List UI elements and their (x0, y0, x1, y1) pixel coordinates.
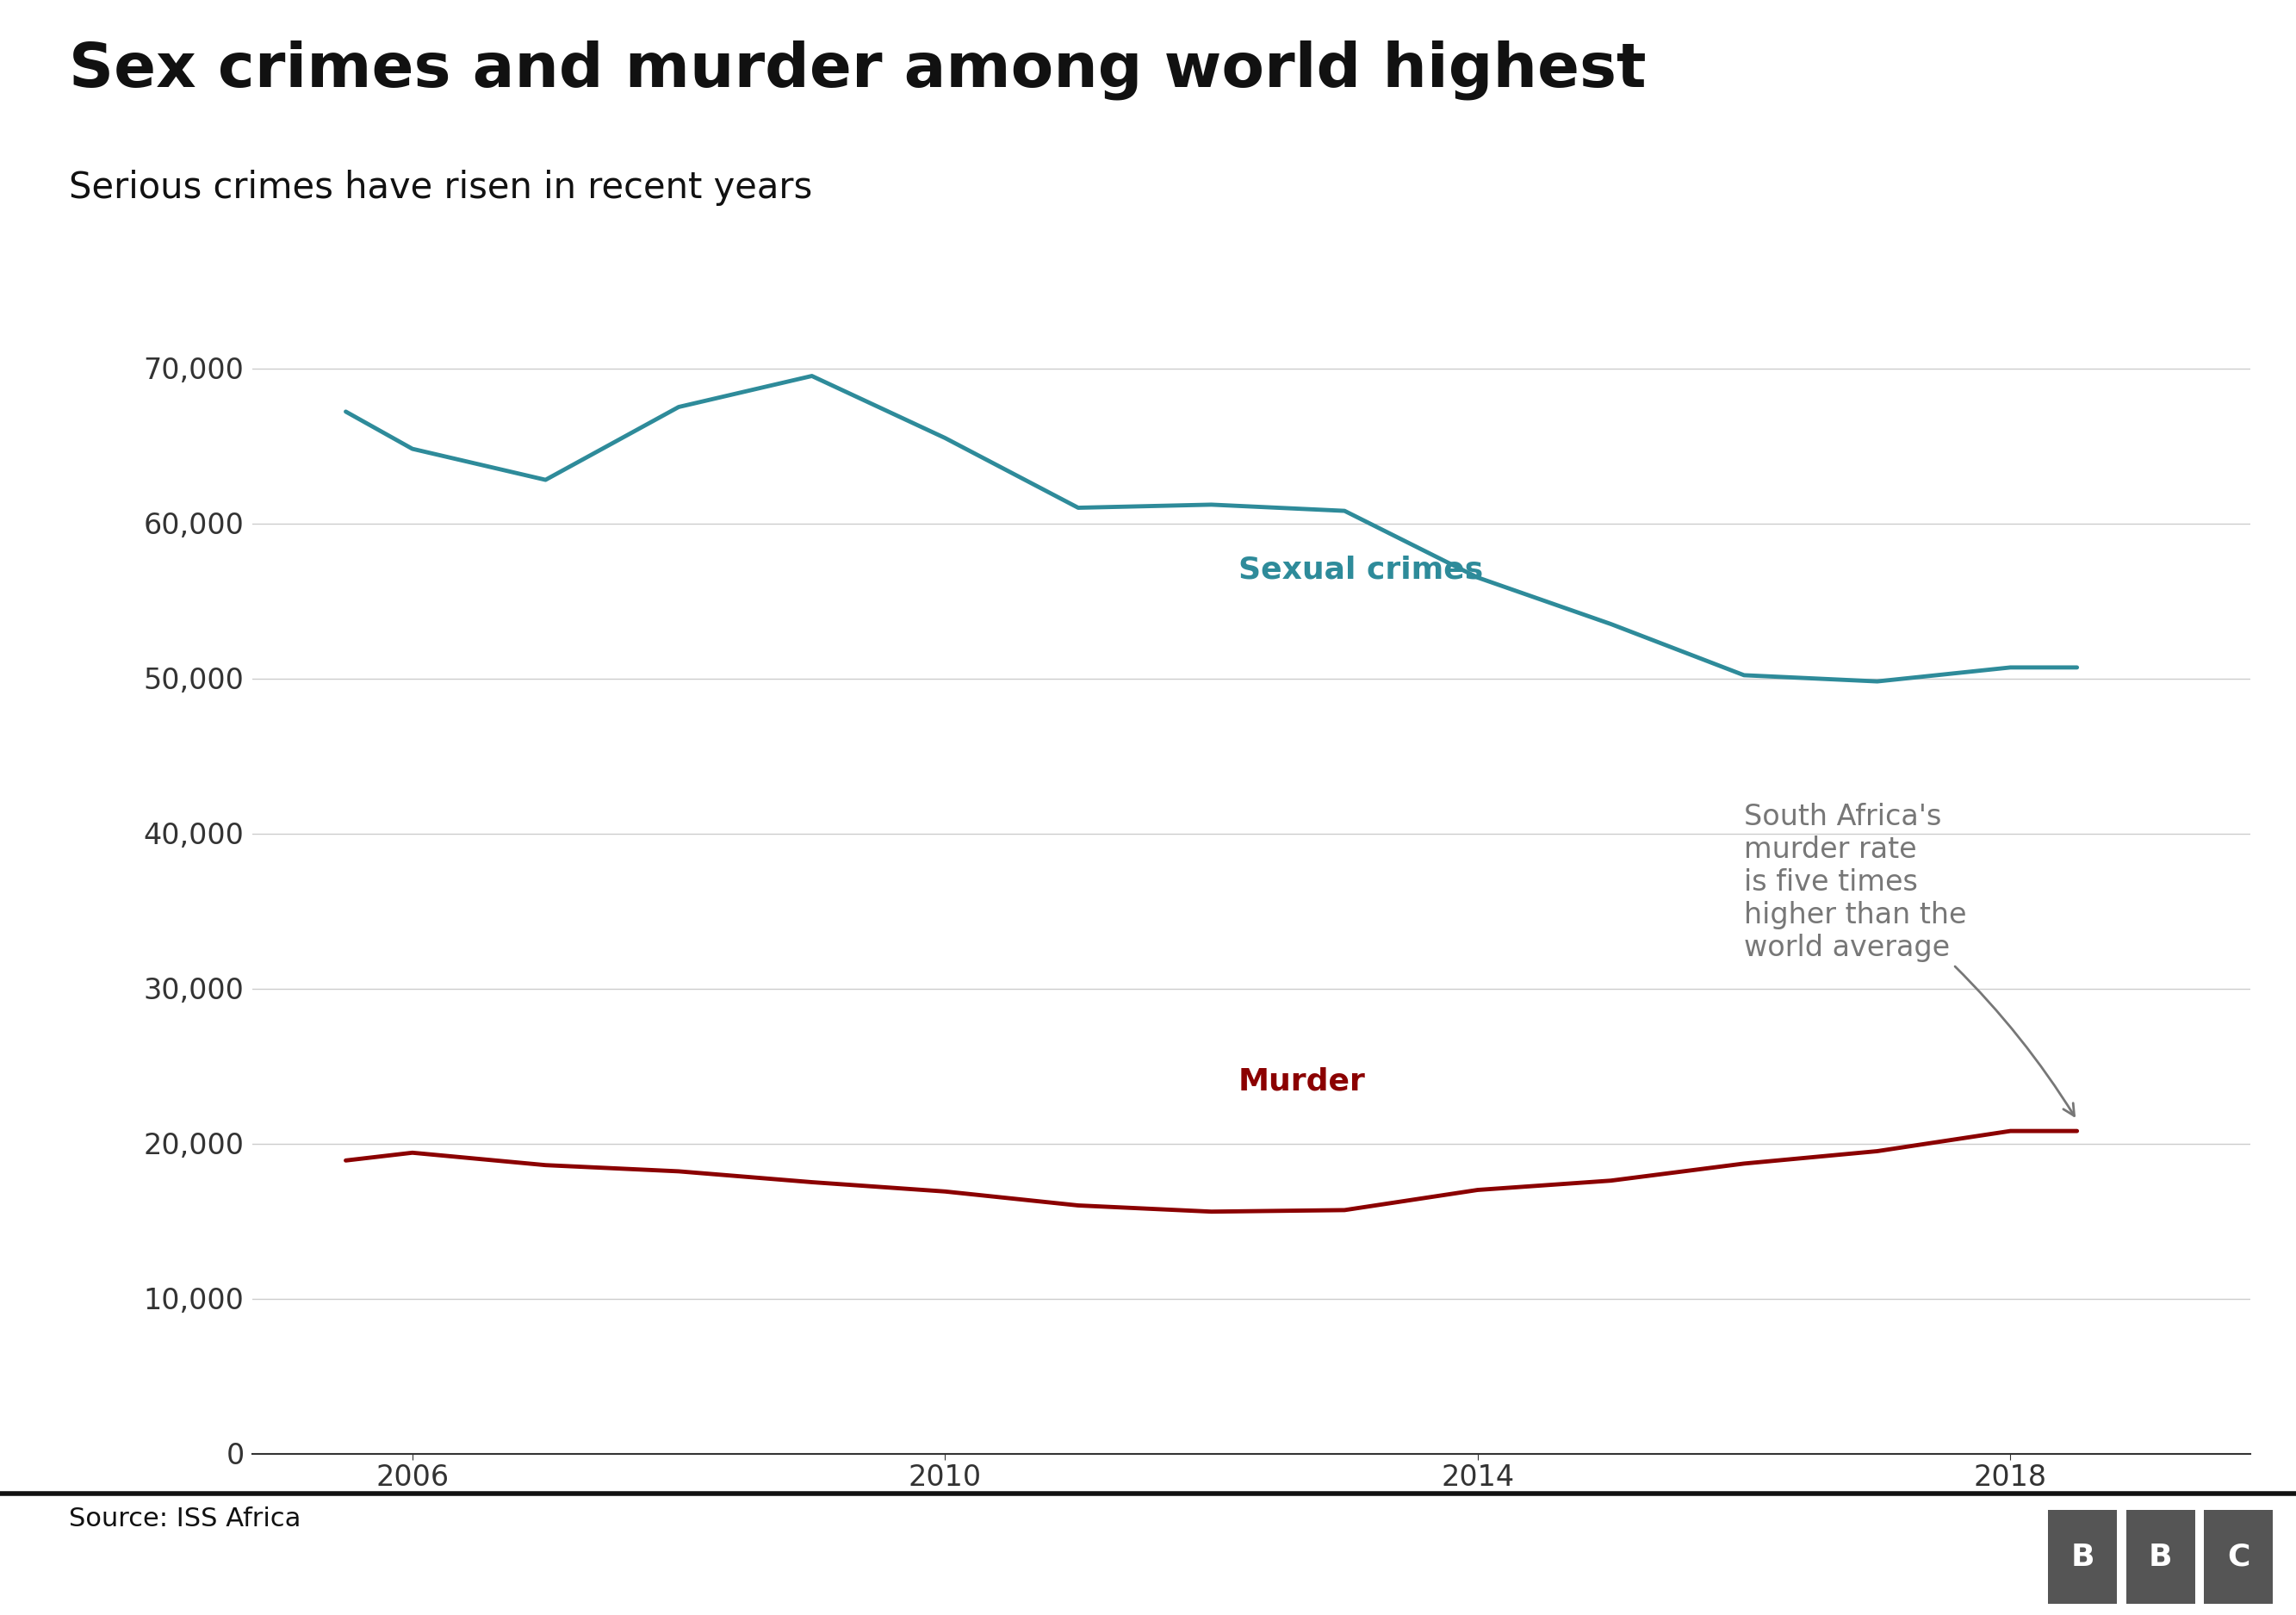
Text: C: C (2227, 1542, 2250, 1571)
Text: Sex crimes and murder among world highest: Sex crimes and murder among world highes… (69, 40, 1646, 100)
Text: Source: ISS Africa: Source: ISS Africa (69, 1507, 301, 1531)
Text: Murder: Murder (1238, 1068, 1366, 1097)
Text: Sexual crimes: Sexual crimes (1238, 556, 1483, 585)
Text: B: B (2149, 1542, 2172, 1571)
Text: South Africa's
murder rate
is five times
higher than the
world average: South Africa's murder rate is five times… (1745, 803, 2073, 1116)
Text: B: B (2071, 1542, 2094, 1571)
Text: Serious crimes have risen in recent years: Serious crimes have risen in recent year… (69, 170, 813, 205)
